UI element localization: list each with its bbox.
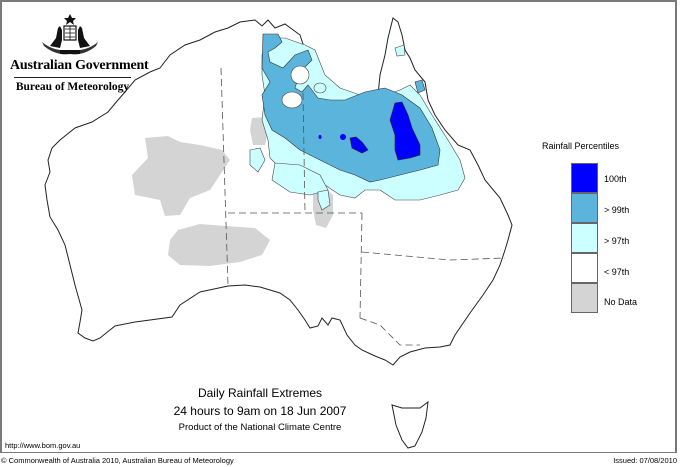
pct-97-region xyxy=(249,147,266,173)
pct-100-region xyxy=(340,134,346,140)
pct-97-region xyxy=(394,44,406,57)
no-data-region xyxy=(168,224,270,266)
bom-url-link[interactable]: http://www.bom.gov.au xyxy=(5,441,81,450)
legend-label-below-97th: < 97th xyxy=(604,267,630,277)
below-97-hole xyxy=(313,82,327,94)
no-data-region xyxy=(132,136,230,216)
logo-divider xyxy=(14,77,131,78)
government-label: Australian Government xyxy=(10,58,149,73)
issued-date: Issued: 07/08/2010 xyxy=(613,456,677,465)
map-product-credit: Product of the National Climate Centre xyxy=(178,422,342,433)
legend-label-99th: > 99th xyxy=(604,205,630,215)
below-97-hole xyxy=(281,91,303,109)
legend-label-97th: > 97th xyxy=(604,236,630,246)
below-97-hole xyxy=(290,65,310,85)
legend-label-100th: 100th xyxy=(604,174,627,184)
tasmania-coastline xyxy=(391,400,429,449)
pct-100-region xyxy=(389,101,421,161)
legend-swatch-100th xyxy=(571,163,598,193)
state-borders xyxy=(220,67,506,346)
legend-swatch-97th xyxy=(571,223,598,253)
pct-97-region xyxy=(317,189,331,211)
map-title: Daily Rainfall Extremes xyxy=(197,386,323,400)
coat-of-arms-icon xyxy=(42,14,98,55)
copyright-notice: © Commonwealth of Australia 2010, Austra… xyxy=(1,456,234,465)
bom-logo: Australian Government Bureau of Meteorol… xyxy=(10,10,149,93)
pct-100-region xyxy=(349,136,369,154)
agency-label: Bureau of Meteorology xyxy=(15,81,130,93)
legend-title: Rainfall Percentiles xyxy=(542,141,620,151)
pct-99-region xyxy=(414,79,426,94)
legend-swatch-below-97th xyxy=(571,253,598,283)
legend-swatch-99th xyxy=(571,193,598,223)
legend-swatch-no-data xyxy=(571,283,598,313)
map-period: 24 hours to 9am on 18 Jun 2007 xyxy=(173,404,347,418)
pct-100-region xyxy=(318,135,322,139)
legend-label-no-data: No Data xyxy=(604,297,638,307)
